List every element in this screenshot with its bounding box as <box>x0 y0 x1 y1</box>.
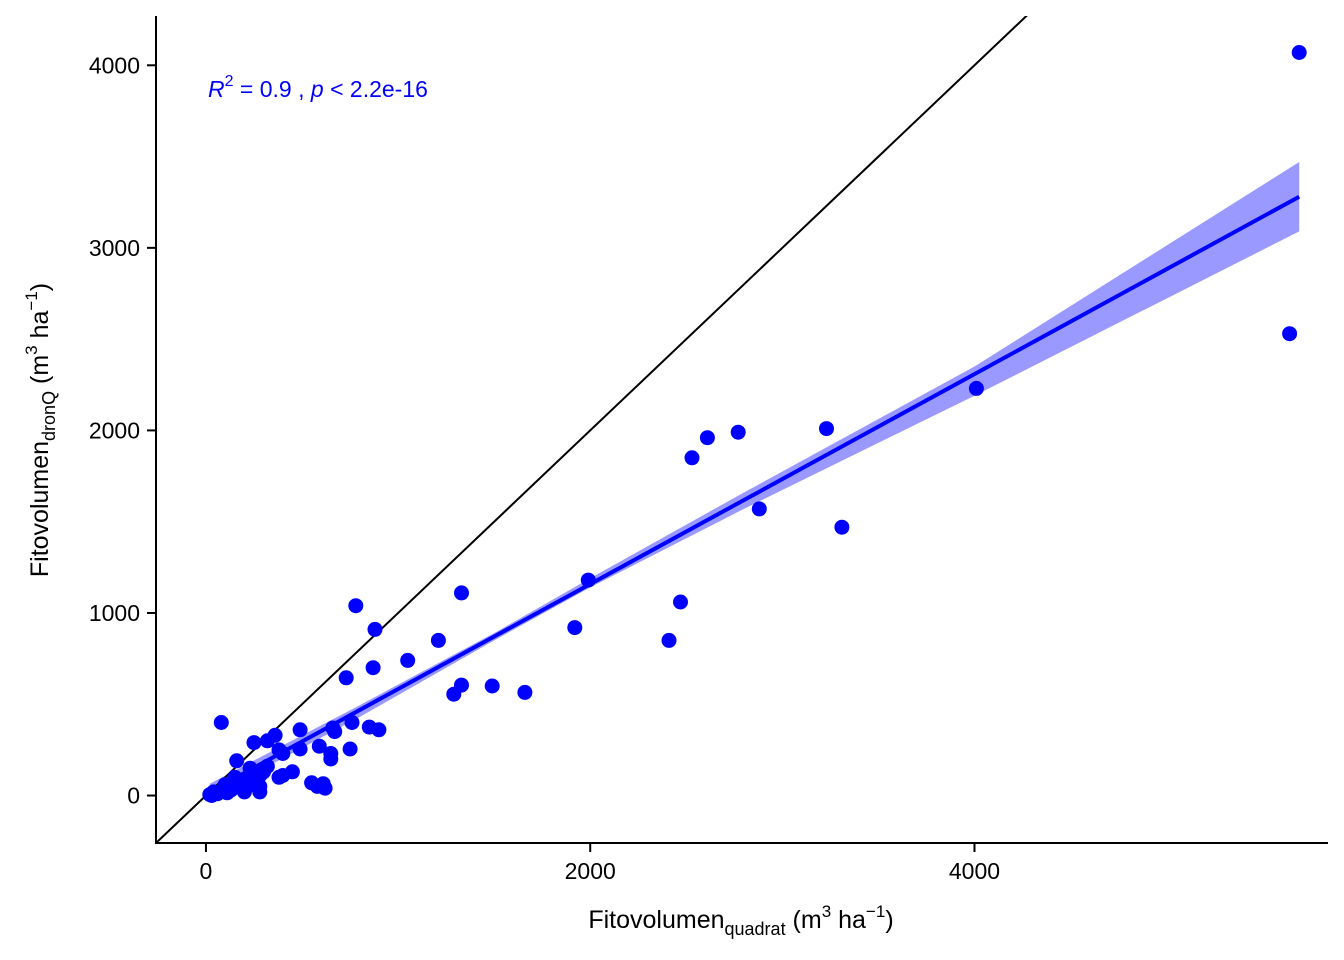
x-title-unit: (m <box>786 906 822 934</box>
x-title-unit-sup2: −1 <box>866 902 885 921</box>
data-point <box>484 678 500 694</box>
data-point <box>517 684 533 700</box>
data-point <box>204 788 220 803</box>
data-point <box>367 621 383 637</box>
r-symbol: R <box>208 76 225 102</box>
data-point <box>365 660 381 676</box>
y-tick-label: 1000 <box>89 600 140 626</box>
data-point <box>292 722 308 738</box>
data-point <box>834 519 850 535</box>
data-point <box>344 715 360 730</box>
y-title-subscript: dronQ <box>39 391 59 441</box>
y-title-unit-mid: ha <box>26 311 54 346</box>
data-point <box>673 594 688 610</box>
identity-line <box>156 16 1028 843</box>
data-point <box>430 632 446 648</box>
data-point <box>244 777 260 793</box>
x-title-main: Fitovolumen <box>588 906 724 934</box>
y-title-unit-sup2: −1 <box>22 291 41 310</box>
data-point <box>400 652 416 668</box>
data-point <box>730 424 746 440</box>
stats-annotation: R2 = 0.9 , p < 2.2e-16 <box>208 73 428 102</box>
data-point <box>229 753 245 769</box>
r-superscript: 2 <box>225 73 234 90</box>
y-axis-ticks: 0 1000 2000 3000 4000 <box>89 52 156 809</box>
data-point <box>567 620 583 636</box>
x-title-unit-close: ) <box>885 906 893 934</box>
data-point <box>323 751 339 767</box>
x-title-subscript: quadrat <box>725 919 786 939</box>
plot-area <box>156 16 1307 843</box>
data-point <box>1282 326 1298 342</box>
y-axis-title: FitovolumendronQ (m3 ha−1) <box>22 283 59 577</box>
y-title-main: Fitovolumen <box>26 441 54 577</box>
data-point <box>304 775 320 791</box>
data-point <box>819 421 834 437</box>
data-point <box>661 632 677 648</box>
p-symbol: p <box>310 76 324 102</box>
y-title-unit: (m <box>26 355 54 391</box>
points-layer <box>202 45 1307 803</box>
data-point <box>271 769 287 785</box>
y-title-unit-sup1: 3 <box>22 345 41 354</box>
data-point <box>246 735 262 751</box>
data-point <box>968 380 984 396</box>
x-tick-label: 2000 <box>565 858 616 884</box>
y-tick-label: 4000 <box>89 52 140 78</box>
data-point <box>342 741 358 757</box>
data-point <box>361 719 377 735</box>
x-axis-title: Fitovolumenquadrat (m3 ha−1) <box>588 902 893 939</box>
x-title-unit-sup1: 3 <box>822 902 831 921</box>
x-tick-label: 0 <box>200 858 213 884</box>
data-point <box>699 430 715 446</box>
data-point <box>348 598 364 614</box>
data-point <box>259 733 275 749</box>
data-point <box>684 450 700 466</box>
y-tick-label: 3000 <box>89 235 140 261</box>
y-tick-label: 2000 <box>89 417 140 443</box>
x-axis-ticks: 0 2000 4000 <box>200 843 1000 884</box>
y-title-unit-close: ) <box>26 283 54 291</box>
regression-line <box>208 194 1301 794</box>
data-point <box>454 585 469 601</box>
data-point <box>1291 45 1307 60</box>
x-tick-label: 4000 <box>949 858 1000 884</box>
data-point <box>338 670 354 686</box>
p-value: < 2.2e-16 <box>324 76 428 102</box>
data-point <box>751 501 767 517</box>
data-point <box>213 715 229 730</box>
y-tick-label: 0 <box>127 783 140 809</box>
r-value: = 0.9 , <box>234 76 311 102</box>
data-point <box>446 686 462 702</box>
data-point <box>311 738 327 754</box>
x-title-unit-mid: ha <box>831 906 866 934</box>
